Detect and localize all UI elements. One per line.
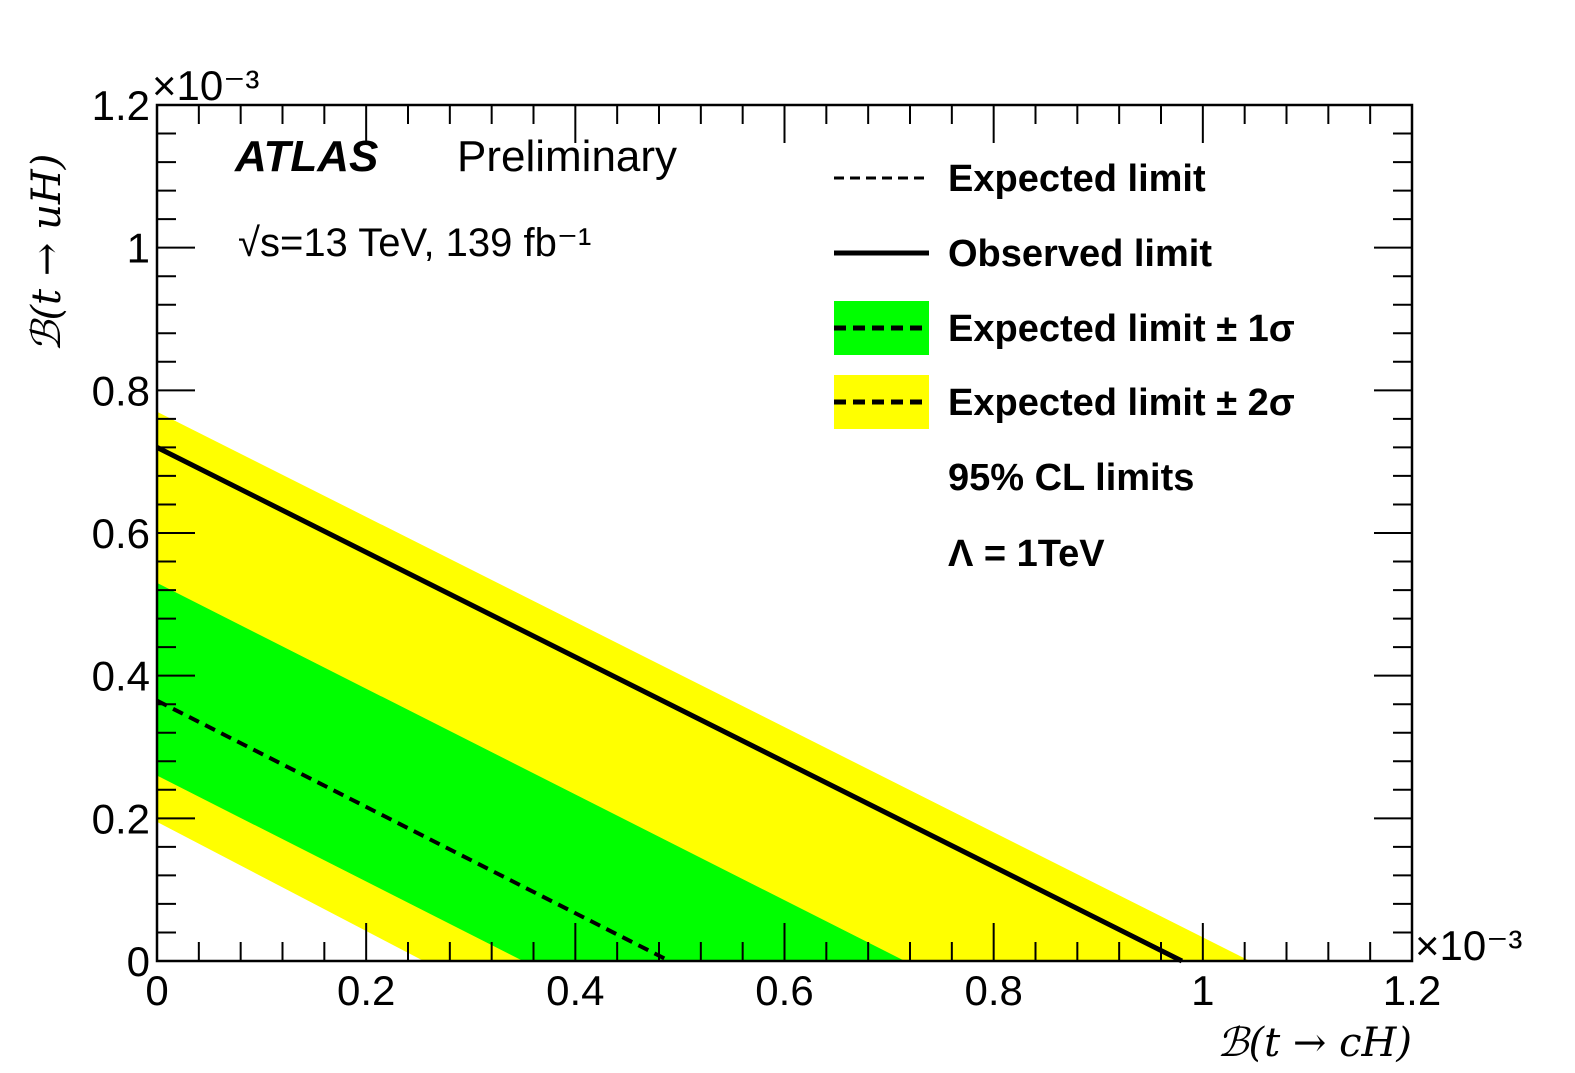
tick-labels-layer: 0 0.2 0.4 0.6 0.8 1 1.2 0 0.2 0.4 0.6 0.8 1 1.2 bbox=[92, 82, 1442, 1014]
preliminary-label: Preliminary bbox=[457, 132, 677, 181]
x-tick-label: 0 bbox=[145, 967, 168, 1014]
y-tick-label: 1 bbox=[127, 225, 150, 272]
y-tick-label: 0.2 bbox=[92, 795, 150, 842]
x-tick-label: 0.2 bbox=[337, 967, 395, 1014]
x-tick-label: 1.2 bbox=[1383, 967, 1441, 1014]
legend-note: 95% CL limits bbox=[948, 457, 1194, 499]
y-tick-label: 0 bbox=[127, 938, 150, 985]
y-tick-label: 0.4 bbox=[92, 653, 150, 700]
y-axis-title: ℬ(t → uH) bbox=[24, 154, 70, 352]
y-tick-label: 1.2 bbox=[92, 82, 150, 129]
x-exponent: ×10⁻³ bbox=[1415, 922, 1522, 969]
x-tick-label: 0.4 bbox=[546, 967, 604, 1014]
observed-limit-line bbox=[155, 445, 1184, 964]
ticks-layer bbox=[156, 104, 1413, 962]
legend-label: Expected limit bbox=[948, 158, 1206, 200]
y-exponent: ×10⁻³ bbox=[152, 62, 259, 109]
expected-limit-line bbox=[156, 698, 671, 963]
band-1sigma bbox=[157, 582, 905, 961]
legend-note: Λ = 1TeV bbox=[948, 533, 1105, 575]
legend-label: Observed limit bbox=[948, 233, 1212, 275]
y-tick-label: 0.6 bbox=[92, 510, 150, 557]
energy-lumi-label: √s=13 TeV, 139 fb⁻¹ bbox=[238, 221, 591, 265]
x-tick-label: 0.8 bbox=[964, 967, 1022, 1014]
legend-label: Expected limit ± 2σ bbox=[948, 382, 1295, 424]
legend-label: Expected limit ± 1σ bbox=[948, 308, 1295, 350]
atlas-label: ATLAS bbox=[234, 132, 378, 181]
legend: Expected limit Observed limit Expected lim… bbox=[834, 158, 1295, 575]
lines-layer bbox=[155, 445, 1184, 964]
y-tick-label: 0.8 bbox=[92, 367, 150, 414]
bands-layer bbox=[157, 411, 1250, 961]
x-tick-label: 1 bbox=[1191, 967, 1214, 1014]
x-axis-title: ℬ(t → cH) bbox=[1217, 1020, 1412, 1066]
x-tick-label: 0.6 bbox=[755, 967, 813, 1014]
